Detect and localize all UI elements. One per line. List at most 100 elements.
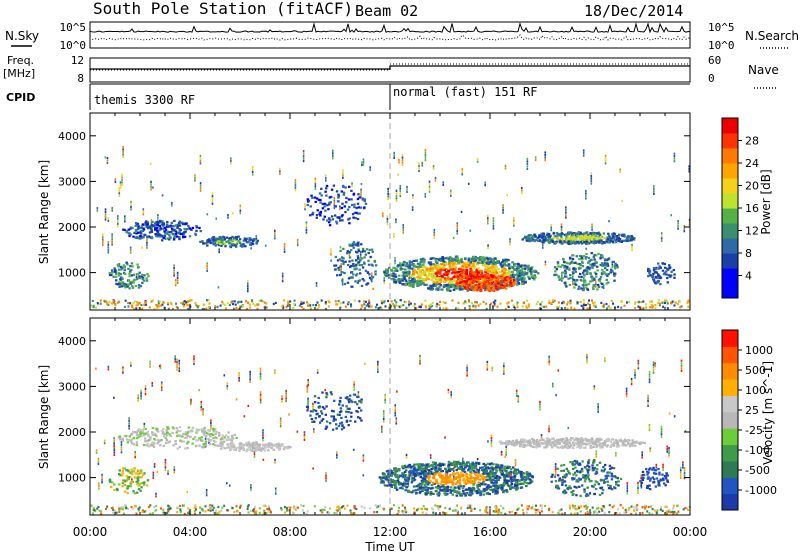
echo-cell [453,286,457,290]
sparse-echo-cell [211,200,214,203]
echo-cell [439,284,443,287]
sparse-echo-cell [331,157,334,160]
sparse-echo-cell [520,191,523,195]
ground-scatter-cell [582,307,585,310]
sparse-echo-cell [683,474,686,477]
sparse-echo-cell [418,167,420,170]
ground-scatter-cell [570,306,573,309]
sparse-echo-cell [134,453,136,456]
sparse-echo-cell [146,244,148,247]
ground-scatter-cell [246,505,249,508]
echo-cell [218,238,222,242]
echo-cell [367,259,370,262]
echo-cell [220,240,223,244]
ground-scatter-cell [90,504,93,507]
echo-cell [568,231,571,234]
ground-scatter-cell [671,300,674,303]
ground-scatter-cell [583,505,586,508]
sparse-echo-cell [251,165,254,168]
echo-cell [134,230,138,234]
sparse-echo-cell [641,456,643,459]
echo-cell [146,443,149,446]
ground-scatter-cell [194,504,197,507]
echo-cell [455,279,459,283]
echo-cell [433,280,436,283]
echo-cell [139,237,142,240]
ground-scatter-cell [466,506,469,510]
echo-cell [206,432,210,435]
echo-cell [504,283,507,286]
echo-cell [248,237,252,240]
sparse-echo-cell [434,179,437,182]
echo-cell [533,276,537,279]
echo-cell [423,283,427,286]
sparse-echo-cell [130,200,132,203]
echo-cell [607,281,610,284]
freq-unit-label: [MHz] [3,67,35,80]
ground-scatter-cell [566,303,569,306]
ground-scatter-cell [136,303,139,306]
echo-cell [495,265,498,269]
echo-cell [130,274,134,277]
echo-cell [352,264,355,268]
ground-scatter-cell [254,511,257,514]
sparse-echo-cell [160,381,163,384]
sparse-echo-cell [362,158,365,161]
echo-cell [432,283,436,286]
ground-scatter-cell [634,306,637,310]
echo-cell [484,271,487,274]
echo-cell [142,279,146,282]
echo-cell [446,256,449,259]
echo-cell [588,259,591,263]
echo-cell [673,276,676,279]
echo-cell [600,273,604,276]
sparse-echo-cell [303,436,306,439]
echo-cell [357,248,360,251]
echo-cell [569,242,573,245]
echo-cell [463,280,466,283]
echo-cell [395,279,398,282]
sparse-echo-cell [101,473,103,476]
echo-cell [429,267,433,270]
sparse-echo-cell [302,157,305,160]
sparse-echo-cell [582,151,585,155]
echo-cell [564,272,567,275]
echo-cell [599,263,602,267]
sparse-echo-cell [554,465,557,468]
echo-cell [440,274,443,277]
echo-cell [108,271,111,275]
echo-cell [592,255,596,259]
echo-cell [342,247,345,251]
echo-cell [493,280,497,283]
echo-cell [472,279,475,282]
echo-cell [502,280,505,283]
sparse-echo-cell [116,220,119,223]
echo-cell [501,277,504,280]
sparse-echo-cell [339,205,341,208]
sparse-echo-cell [107,365,110,368]
echo-cell [383,271,387,274]
echo-cell [362,261,366,264]
ground-scatter-cell [497,508,500,511]
echo-cell [575,235,578,238]
ground-scatter-cell [187,307,190,310]
sparse-echo-cell [384,398,386,402]
echo-cell [622,239,625,242]
ground-scatter-cell [138,302,141,305]
sparse-echo-cell [590,179,593,183]
ground-scatter-cell [161,303,164,306]
ground-scatter-cell [580,304,583,307]
echo-cell [131,226,134,230]
sparse-echo-cell [551,385,554,388]
sparse-echo-cell [419,359,421,363]
echo-cell [593,258,596,261]
sparse-echo-cell [407,475,410,478]
echo-cell [592,284,596,287]
sparse-echo-cell [324,174,327,177]
ground-scatter-cell [363,303,366,306]
sparse-echo-cell [398,161,400,164]
echo-cell [449,281,452,285]
echo-cell [434,272,438,275]
echo-cell [466,277,469,280]
echo-cell [568,262,572,265]
